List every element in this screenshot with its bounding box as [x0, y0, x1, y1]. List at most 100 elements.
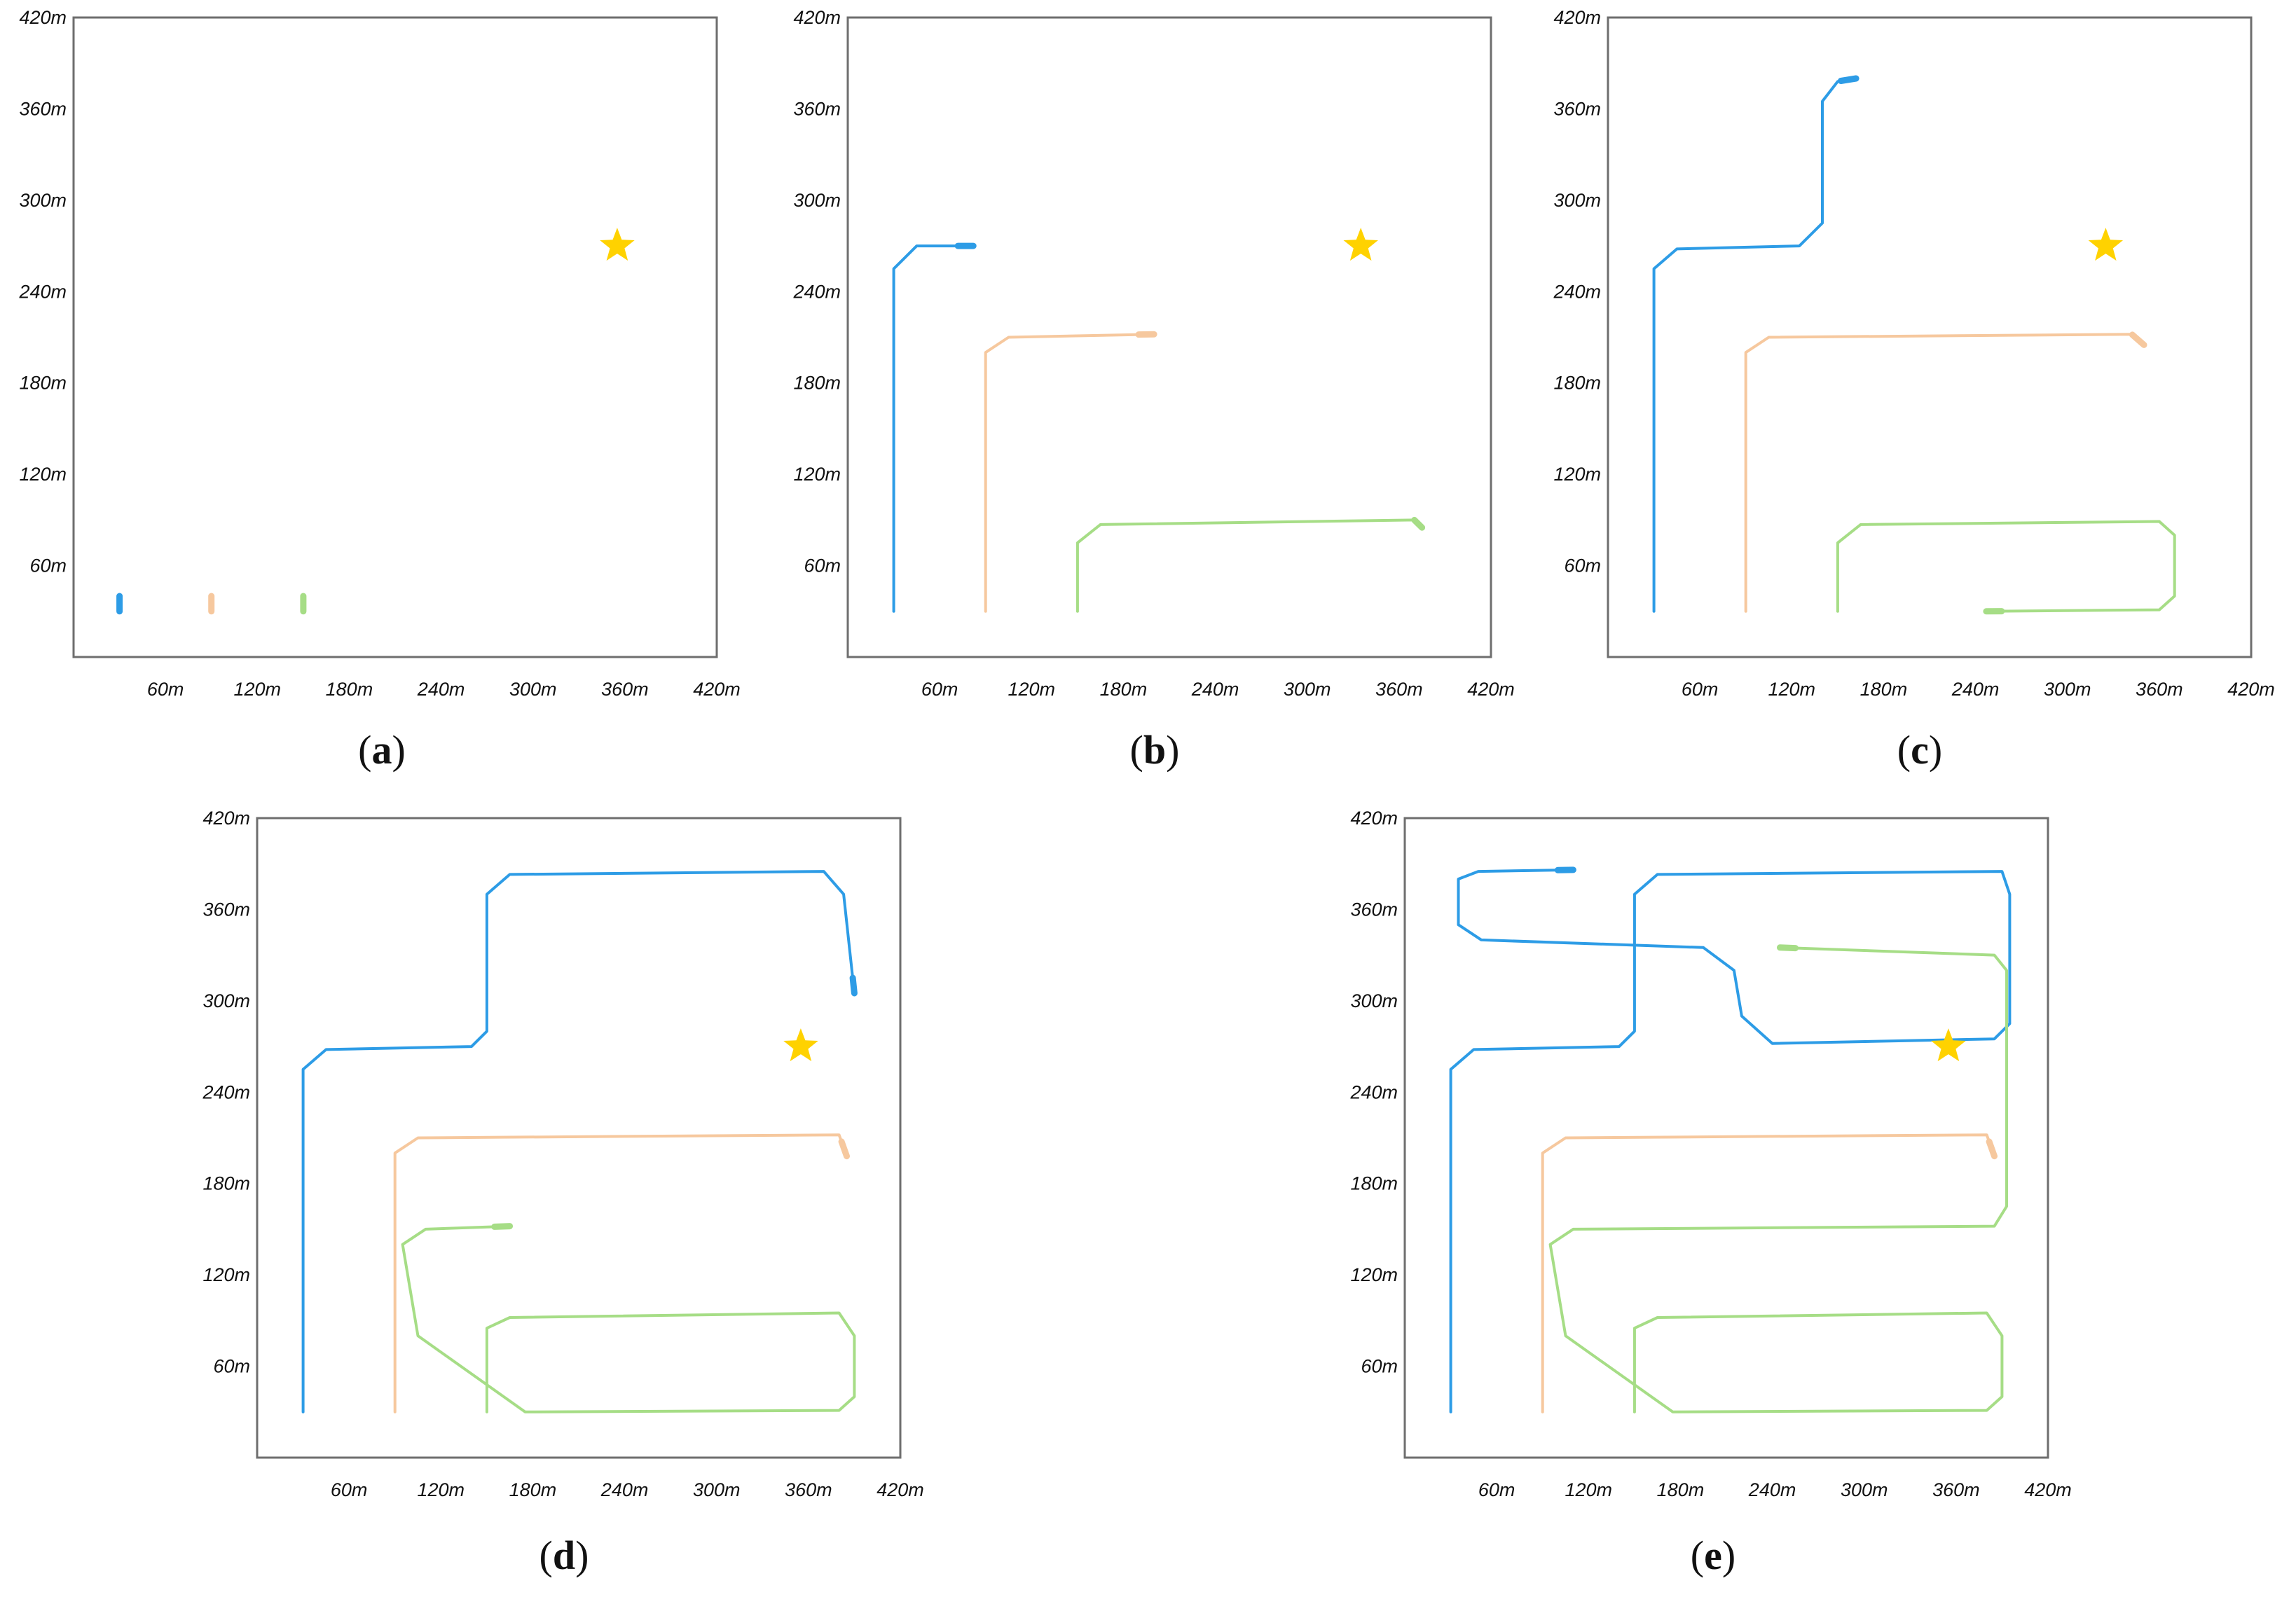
y-tick-label: 240m	[202, 1081, 250, 1102]
y-tick-label: 420m	[202, 808, 250, 829]
trajectory-uav-2	[984, 333, 1156, 613]
y-tick-label: 60m	[1564, 555, 1601, 576]
y-tick-label: 300m	[793, 190, 841, 211]
x-tick-label: 180m	[1657, 1479, 1705, 1500]
panel-label: (d)	[539, 1533, 589, 1578]
x-tick-label: 240m	[1748, 1479, 1796, 1500]
panel-label: (a)	[358, 727, 406, 773]
plot-frame	[846, 16, 1492, 658]
x-tick-label: 420m	[2024, 1479, 2072, 1500]
x-tick-label: 360m	[785, 1479, 832, 1500]
y-tick-label: 240m	[1349, 1081, 1398, 1102]
x-tick-label: 300m	[1841, 1479, 1888, 1500]
trajectory-uav-1	[1449, 868, 2012, 1413]
x-tick-label: 240m	[1951, 679, 2000, 700]
heading-marker-uav-1	[1837, 75, 1860, 84]
y-tick-label: 180m	[1553, 373, 1601, 394]
heading-marker-uav-3	[1411, 516, 1426, 531]
x-tick-label: 180m	[1100, 679, 1148, 700]
x-tick-label: 120m	[1565, 1479, 1613, 1500]
x-tick-label: 360m	[601, 679, 649, 700]
x-tick-label: 180m	[326, 679, 373, 700]
y-tick-label: 360m	[793, 98, 841, 119]
y-tick-label: 420m	[1553, 7, 1601, 28]
y-tick-label: 420m	[19, 7, 67, 28]
x-tick-label: 120m	[234, 679, 282, 700]
y-tick-label: 120m	[1553, 464, 1601, 485]
y-tick-label: 120m	[1350, 1264, 1398, 1285]
y-tick-label: 180m	[202, 1173, 250, 1194]
y-tick-label: 300m	[1553, 190, 1601, 211]
x-tick-label: 240m	[417, 679, 465, 700]
y-tick-label: 120m	[19, 464, 67, 485]
heading-marker-uav-2	[838, 1138, 850, 1160]
x-tick-label: 420m	[1467, 679, 1515, 700]
x-tick-label: 60m	[1682, 679, 1719, 700]
trajectory-uav-1	[1652, 77, 1858, 613]
y-tick-label: 420m	[1350, 808, 1398, 829]
x-tick-label: 60m	[331, 1479, 368, 1500]
x-tick-label: 60m	[147, 679, 184, 700]
panel-label: (c)	[1897, 727, 1942, 773]
x-tick-label: 300m	[2044, 679, 2091, 700]
x-tick-label: 300m	[1284, 679, 1331, 700]
panel-c: 420m 360m 300m 240m 180m 120m 60m 60m 120m 180m 24…	[1553, 7, 2274, 773]
y-tick-label: 60m	[804, 555, 841, 576]
trajectory-uav-3	[1548, 946, 2008, 1413]
x-tick-label: 180m	[1860, 679, 1908, 700]
x-tick-label: 120m	[418, 1479, 465, 1500]
x-tick-label: 360m	[2136, 679, 2183, 700]
star-icon	[1343, 228, 1378, 261]
heading-marker-uav-2	[2129, 331, 2147, 348]
panel-label: (b)	[1130, 727, 1180, 773]
panel-d: 420m 360m 300m 240m 180m 120m 60m 60m 120m 180m 24…	[202, 808, 923, 1578]
y-tick-label: 420m	[793, 7, 841, 28]
y-tick-label: 360m	[1350, 899, 1398, 920]
star-icon	[1931, 1028, 1966, 1062]
x-tick-label: 300m	[693, 1479, 741, 1500]
y-tick-label: 60m	[29, 555, 67, 576]
x-tick-label: 300m	[509, 679, 557, 700]
star-icon	[783, 1028, 818, 1062]
y-tick-label: 120m	[793, 464, 841, 485]
trajectory-uav-1	[892, 244, 975, 613]
x-tick-label: 360m	[1932, 1479, 1980, 1500]
panel-label: (e)	[1691, 1533, 1735, 1578]
plot-frame	[72, 16, 718, 658]
y-tick-label: 240m	[18, 281, 67, 302]
trajectory-uav-3	[1836, 520, 2176, 613]
y-tick-label: 360m	[202, 899, 250, 920]
x-tick-label: 240m	[600, 1479, 649, 1500]
y-tick-label: 180m	[19, 373, 67, 394]
x-tick-label: 420m	[877, 1479, 924, 1500]
x-tick-label: 420m	[2227, 679, 2275, 700]
y-tick-label: 60m	[213, 1356, 250, 1377]
heading-marker-uav-3	[491, 1223, 514, 1230]
y-tick-label: 60m	[1361, 1356, 1398, 1377]
x-tick-label: 120m	[1008, 679, 1056, 700]
trajectory-uav-3	[401, 1224, 856, 1413]
panel-e: 420m 360m 300m 240m 180m 120m 60m 60m 120m 180m 24…	[1349, 808, 2071, 1578]
x-tick-label: 180m	[509, 1479, 557, 1500]
y-tick-label: 240m	[1553, 281, 1601, 302]
y-tick-label: 180m	[793, 373, 841, 394]
y-tick-label: 120m	[202, 1264, 250, 1285]
x-tick-label: 240m	[1191, 679, 1239, 700]
y-tick-label: 360m	[19, 98, 67, 119]
panel-b: 420m 360m 300m 240m 180m 120m 60m 60m 120m 180m 24…	[792, 7, 1514, 773]
y-tick-label: 180m	[1350, 1173, 1398, 1194]
y-tick-label: 300m	[202, 990, 250, 1011]
star-icon	[2088, 228, 2124, 261]
heading-marker-uav-2	[1986, 1138, 1998, 1160]
x-tick-label: 360m	[1375, 679, 1423, 700]
x-tick-label: 60m	[1478, 1479, 1515, 1500]
heading-marker-uav-1	[849, 974, 858, 997]
y-tick-label: 360m	[1553, 98, 1601, 119]
x-tick-label: 120m	[1768, 679, 1816, 700]
x-tick-label: 60m	[921, 679, 958, 700]
y-tick-label: 240m	[792, 281, 841, 302]
panel-a: 420m 360m 300m 240m 180m 120m 60m 60m 120m 180m 24…	[18, 7, 740, 773]
y-tick-label: 300m	[19, 190, 67, 211]
x-tick-label: 420m	[693, 679, 741, 700]
